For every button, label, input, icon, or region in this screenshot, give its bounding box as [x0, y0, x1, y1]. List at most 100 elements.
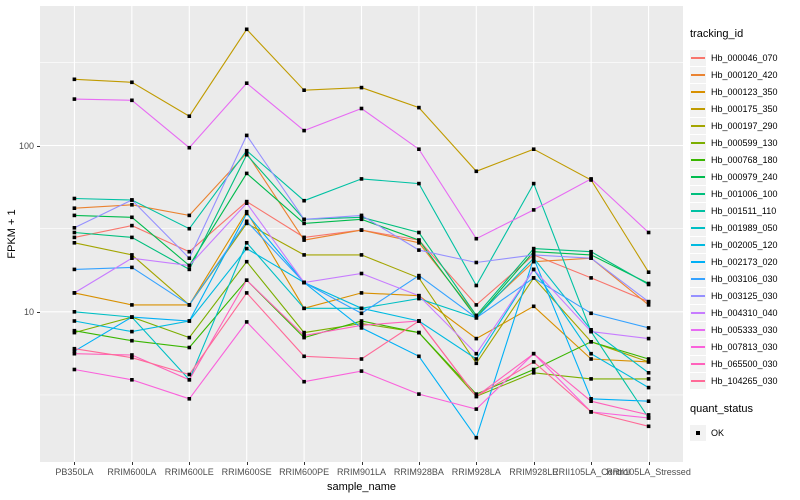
line-swatch-icon — [691, 57, 705, 59]
legend-item-Hb_000768_180: Hb_000768_180 — [690, 152, 798, 168]
data-point — [646, 413, 651, 417]
data-point — [187, 249, 192, 254]
data-point — [244, 320, 249, 324]
line-swatch-icon — [691, 363, 705, 365]
data-point — [359, 253, 364, 257]
data-point — [72, 206, 77, 210]
data-point — [589, 357, 593, 361]
data-point — [417, 248, 421, 252]
line-swatch-icon — [691, 346, 705, 348]
data-point — [72, 310, 77, 314]
legend-key — [690, 186, 706, 202]
x-axis-title: sample_name — [326, 481, 397, 493]
legend-item-Hb_000979_240: Hb_000979_240 — [690, 169, 798, 185]
legend-key — [690, 425, 706, 441]
legend-item-label: Hb_065500_030 — [711, 359, 778, 369]
legend-item-Hb_000599_130: Hb_000599_130 — [690, 135, 798, 151]
x-tick-label: RRIM901LA — [336, 467, 387, 477]
legend-item-Hb_001511_110: Hb_001511_110 — [690, 203, 798, 219]
data-point — [417, 241, 421, 245]
data-point — [417, 105, 421, 110]
data-point — [589, 329, 593, 334]
data-point — [646, 377, 651, 381]
data-point — [359, 215, 364, 220]
data-point — [417, 147, 421, 151]
data-point — [531, 371, 536, 375]
data-point — [646, 371, 651, 375]
data-point — [187, 397, 192, 401]
data-point — [589, 249, 593, 254]
legend-key — [690, 305, 706, 321]
data-point — [244, 148, 249, 153]
data-point — [359, 369, 364, 373]
x-tick-label: RRII105LA_Control — [552, 467, 631, 477]
legend-key — [690, 50, 706, 66]
legend-item-Hb_000120_420: Hb_000120_420 — [690, 67, 798, 83]
data-point — [187, 319, 192, 323]
y-tick-label: 100 — [18, 140, 34, 151]
data-point — [302, 217, 306, 222]
line-swatch-icon — [691, 295, 705, 297]
data-point — [130, 353, 134, 357]
legend-key — [690, 67, 706, 83]
data-point — [72, 230, 77, 235]
data-point — [244, 259, 249, 264]
data-point — [130, 215, 134, 220]
data-point — [474, 435, 479, 440]
data-point — [359, 311, 364, 316]
legend-key — [690, 254, 706, 270]
data-point — [72, 235, 77, 240]
data-point — [417, 181, 421, 186]
data-point — [589, 276, 593, 280]
legend-item-label: Hb_000599_130 — [711, 138, 778, 148]
legend-items: Hb_000046_070 Hb_000120_420 Hb_000123_350 H… — [690, 50, 798, 389]
data-point — [130, 338, 134, 343]
plot-panel — [40, 6, 683, 462]
legend-item-label: Hb_000120_420 — [711, 70, 778, 80]
data-point — [72, 291, 77, 295]
x-tick-mark — [189, 462, 191, 465]
data-point — [359, 228, 364, 232]
data-point — [130, 203, 134, 207]
data-point — [72, 77, 77, 82]
x-tick-mark — [74, 462, 76, 465]
legend-key — [690, 322, 706, 338]
x-tick-mark — [304, 462, 306, 465]
data-point — [589, 177, 593, 181]
legend-key — [690, 84, 706, 100]
x-tick-mark — [246, 462, 248, 465]
x-tick-mark — [361, 462, 363, 465]
data-point — [72, 367, 77, 372]
legend-item-label: Hb_000175_350 — [711, 104, 778, 114]
legend-item-label: Hb_002173_020 — [711, 257, 778, 267]
x-tick-mark — [418, 462, 420, 465]
legend-item-Hb_002173_020: Hb_002173_020 — [690, 254, 798, 270]
data-point — [302, 306, 306, 311]
legend-item-Hb_104265_030: Hb_104265_030 — [690, 373, 798, 389]
legend-item-label: Hb_003125_030 — [711, 291, 778, 301]
legend-key — [690, 118, 706, 134]
data-point — [359, 217, 364, 222]
legend-item-label: Hb_000123_350 — [711, 87, 778, 97]
legend-item-Hb_003106_030: Hb_003106_030 — [690, 271, 798, 287]
square-point-icon — [696, 431, 700, 435]
data-point — [72, 241, 77, 245]
data-point — [359, 213, 364, 218]
line-swatch-icon — [691, 244, 705, 246]
data-point — [302, 330, 306, 335]
data-point — [244, 221, 249, 226]
x-tick-label: RRIM928BA — [393, 467, 444, 477]
legend-key — [690, 203, 706, 219]
data-point — [244, 211, 249, 216]
data-point — [130, 355, 134, 360]
data-point — [589, 340, 593, 344]
line-swatch-icon — [691, 74, 705, 76]
data-point — [417, 293, 421, 298]
data-point — [359, 326, 364, 330]
data-point — [130, 378, 134, 382]
data-point — [474, 394, 479, 399]
legend-key — [690, 101, 706, 117]
data-point — [72, 351, 77, 356]
data-point — [302, 333, 306, 338]
data-point — [72, 330, 77, 335]
